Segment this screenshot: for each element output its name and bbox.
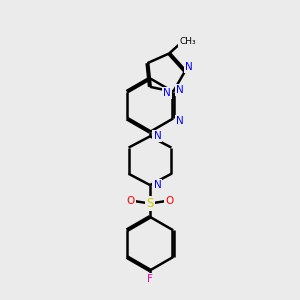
Text: N: N [154,131,161,141]
Text: F: F [147,274,153,284]
Text: N: N [176,116,184,126]
Text: N: N [154,180,161,190]
Text: S: S [146,197,154,210]
Text: N: N [176,85,184,95]
Text: O: O [127,196,135,206]
Text: CH₃: CH₃ [179,37,196,46]
Text: O: O [165,196,173,206]
Text: N: N [163,88,170,98]
Text: N: N [185,62,193,72]
